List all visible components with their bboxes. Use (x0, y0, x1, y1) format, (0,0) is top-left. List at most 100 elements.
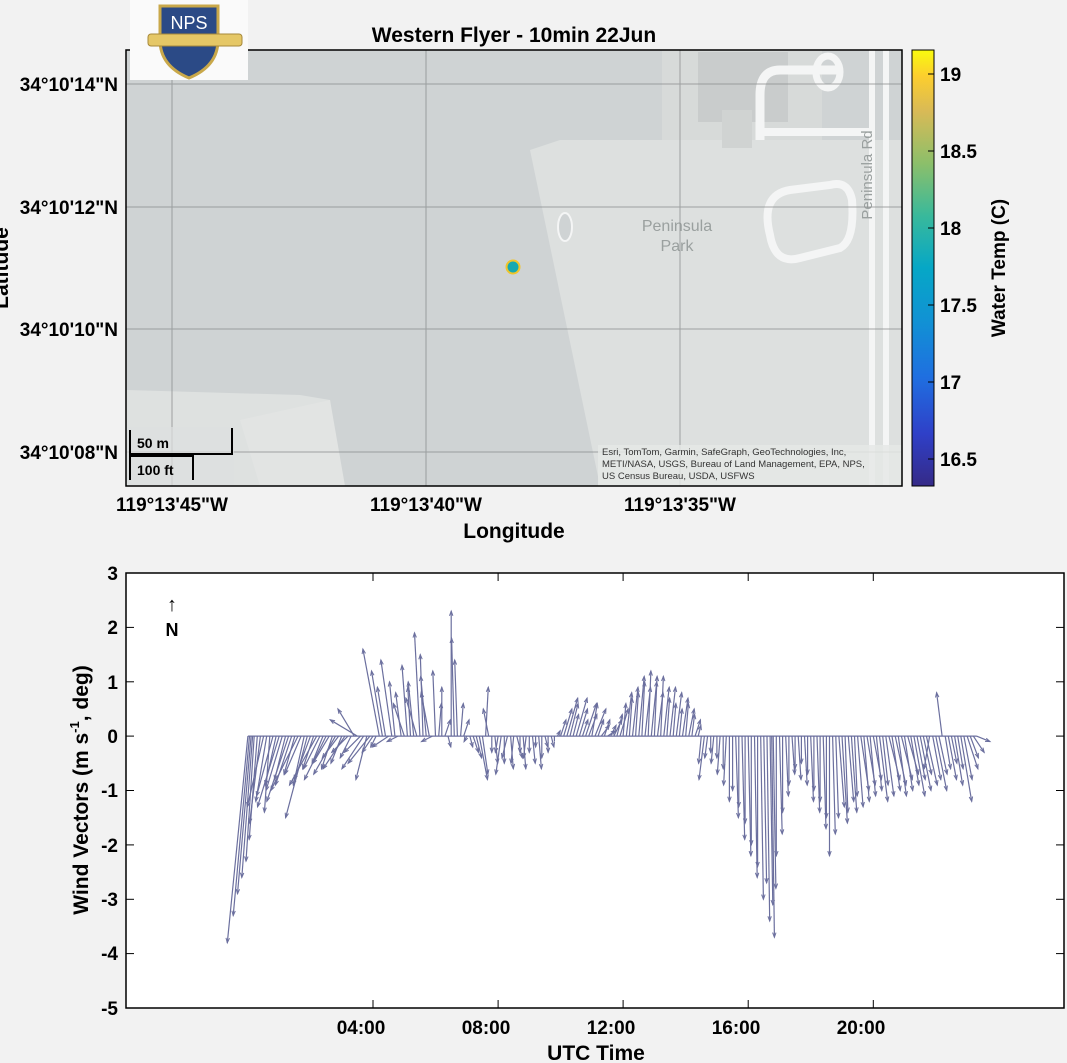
wind-vector (339, 735, 352, 759)
wind-vector (380, 659, 393, 737)
wind-vector-head (387, 680, 393, 687)
wind-vector (495, 736, 502, 775)
wind-vector (395, 692, 402, 737)
wind-vector-head (405, 696, 410, 704)
wind-vector (753, 736, 758, 878)
map-frame (125, 49, 903, 487)
wind-vector (850, 736, 858, 813)
wind-vector-head (330, 747, 337, 754)
wind-vector (371, 735, 389, 748)
svg-text:119°13'45"W: 119°13'45"W (116, 495, 228, 516)
wind-vector (337, 708, 355, 737)
road-circle (812, 52, 844, 92)
wind-vector (907, 735, 920, 775)
wind-vector-head (878, 774, 883, 782)
svg-text:-1: -1 (101, 781, 118, 802)
wind-vector (910, 736, 920, 786)
wind-vector (938, 735, 948, 775)
wind-vector-head (248, 818, 253, 825)
wind-vector-head (697, 718, 702, 725)
wind-vector (544, 735, 549, 748)
wind-vector (407, 687, 412, 737)
wind-vector-head (321, 752, 327, 760)
map-xlabel: Longitude (463, 520, 564, 543)
wind-vector-head (574, 702, 580, 709)
wind-vector (935, 735, 948, 791)
wind-vector (853, 736, 858, 796)
wind-vector-head (691, 712, 697, 720)
wind-vector-head (635, 685, 640, 693)
logo-text: NPS (170, 13, 207, 33)
building-3 (722, 110, 752, 148)
wind-vector-head (370, 669, 375, 676)
wind-vector-head (648, 669, 653, 676)
svg-text:3: 3 (107, 564, 118, 585)
wind-vector-head (709, 758, 714, 765)
wind-vector-head (439, 685, 444, 693)
wind-vector (485, 687, 489, 737)
wind-vector-head (235, 888, 241, 896)
wind-vector (891, 736, 901, 791)
scale-metric: 50 m (137, 435, 169, 451)
wind-vector (560, 719, 567, 737)
wind-vector (916, 735, 926, 780)
svg-text:-3: -3 (101, 890, 118, 911)
colorbar-tick-labels: 19 18.5 18 17.5 17 16.5 (940, 65, 977, 471)
wind-vector-head (612, 724, 617, 731)
wind-vector-head (418, 674, 424, 682)
map-title: Western Flyer - 10min 22Jun (372, 24, 656, 47)
wind-vector-head (361, 647, 366, 655)
wind-vector (863, 736, 870, 802)
wind-vector (832, 736, 836, 835)
wind-vector (270, 735, 299, 791)
wind-vector-head (844, 818, 850, 825)
map-y-ticks: 34°10'14"N 34°10'12"N 34°10'10"N 34°10'0… (20, 75, 118, 464)
wind-vector-head (385, 737, 393, 743)
wind-vector (797, 736, 802, 780)
wind-vector-head (761, 894, 766, 901)
wind-vector-head (430, 669, 436, 676)
wind-vector (913, 735, 926, 797)
wind-vector-head (827, 850, 832, 858)
wind-vector-head (860, 801, 865, 809)
wind-vector-head (493, 747, 499, 754)
wind-vector-head (772, 932, 777, 939)
wind-vector-head (418, 653, 423, 660)
wind-vector-head (523, 763, 528, 771)
svg-text:04:00: 04:00 (337, 1018, 386, 1039)
wind-vector (923, 736, 931, 769)
svg-text:METI/NASA, USGS, Bureau of Lan: METI/NASA, USGS, Bureau of Land Manageme… (602, 459, 865, 470)
wind-vector-head (485, 769, 490, 776)
wind-vector-head (254, 796, 259, 803)
wind-vector-head (533, 742, 538, 749)
wind-vector (932, 735, 942, 780)
wind-vector-head (538, 763, 544, 771)
wind-vector (638, 676, 645, 737)
svg-text:119°13'40"W: 119°13'40"W (370, 495, 482, 516)
wind-vector-head (545, 747, 551, 754)
wind-vector (232, 736, 251, 916)
wind-vector (844, 736, 849, 813)
wind-vector-head (371, 742, 378, 748)
park-label: Peninsula (642, 218, 712, 235)
wind-vector-head (239, 872, 245, 879)
wind-vector-head (255, 790, 260, 798)
wind-vector (575, 697, 588, 737)
wind-xlabel: UTC Time (547, 1042, 645, 1063)
wind-vector (510, 736, 515, 764)
wind-vector (838, 736, 845, 807)
wind-vector (341, 735, 365, 770)
wind-vector-head (727, 796, 732, 803)
wind-vector-head (922, 774, 927, 782)
wind-vector-head (824, 812, 829, 820)
wind-vector (478, 735, 489, 780)
wind-vector-head (475, 747, 480, 754)
wind-vector-head (804, 780, 810, 787)
wind-vector (284, 735, 302, 775)
road-loop (755, 65, 840, 140)
attribution: Esri, TomTom, Garmin, SafeGraph, GeoTech… (598, 445, 902, 486)
wind-vector (362, 648, 380, 737)
wind-vector (494, 736, 499, 753)
wind-vector (288, 735, 318, 786)
wind-vector (704, 736, 709, 758)
